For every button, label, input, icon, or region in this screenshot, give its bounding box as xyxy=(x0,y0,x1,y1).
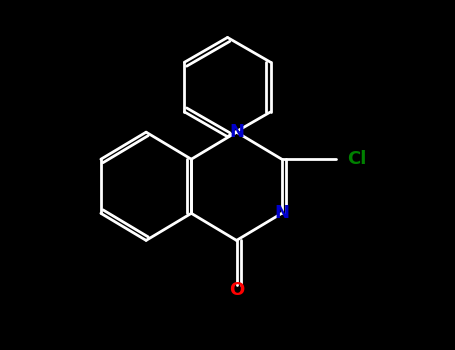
Text: N: N xyxy=(274,204,289,222)
Text: Cl: Cl xyxy=(347,150,367,168)
Text: O: O xyxy=(229,281,244,299)
Text: N: N xyxy=(229,123,244,141)
